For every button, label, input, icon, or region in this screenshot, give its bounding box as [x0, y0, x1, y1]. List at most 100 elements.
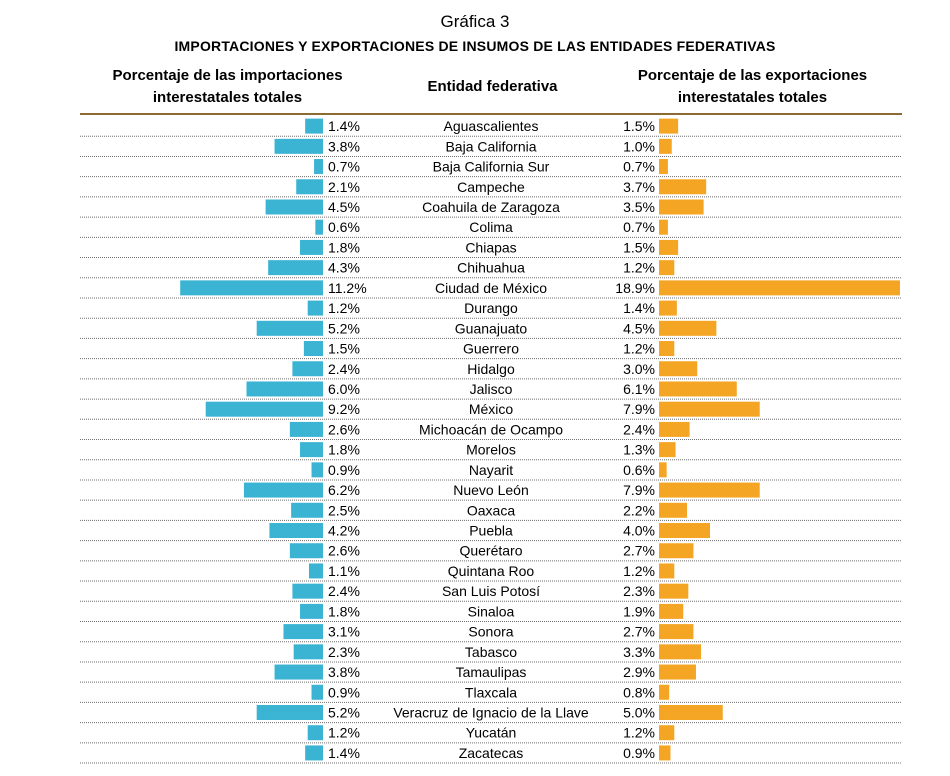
entity-name-label: Coahuila de Zaragoza	[422, 199, 560, 215]
export-value-label: 1.3%	[623, 442, 655, 458]
entity-name-label: Nuevo León	[453, 482, 529, 498]
import-value-label: 0.6%	[328, 219, 360, 235]
export-value-label: 2.3%	[623, 583, 655, 599]
import-bar	[307, 725, 323, 741]
export-bar	[659, 644, 702, 660]
import-bar	[305, 118, 323, 134]
import-bar	[291, 502, 323, 518]
import-value-label: 5.2%	[328, 320, 360, 336]
export-value-label: 0.8%	[623, 684, 655, 700]
import-value-label: 6.0%	[328, 381, 360, 397]
import-bar	[307, 300, 323, 316]
export-value-label: 4.5%	[623, 320, 655, 336]
export-value-label: 0.6%	[623, 462, 655, 478]
export-value-label: 0.7%	[623, 159, 655, 175]
export-value-label: 2.9%	[623, 664, 655, 680]
exports-column-header: Porcentaje de las exportaciones interest…	[637, 67, 868, 106]
import-value-label: 2.3%	[328, 644, 360, 660]
export-bar	[659, 745, 671, 761]
import-value-label: 9.2%	[328, 401, 360, 417]
entity-name-label: Colima	[469, 219, 513, 235]
import-value-label: 3.8%	[328, 664, 360, 680]
import-bar	[274, 138, 323, 154]
export-bar	[659, 401, 760, 417]
import-bar	[243, 482, 323, 498]
import-value-label: 2.1%	[328, 179, 360, 195]
import-bar	[289, 543, 323, 559]
export-value-label: 2.7%	[623, 543, 655, 559]
export-bar	[659, 725, 675, 741]
import-bar	[292, 361, 323, 377]
import-bar	[305, 745, 323, 761]
entity-name-label: Tamaulipas	[456, 664, 527, 680]
export-bar	[659, 280, 900, 296]
export-value-label: 3.5%	[623, 199, 655, 215]
entity-name-label: Zacatecas	[459, 745, 524, 761]
export-value-label: 1.2%	[623, 260, 655, 276]
import-bar	[311, 462, 323, 478]
export-value-label: 1.2%	[623, 341, 655, 357]
import-bar	[300, 603, 323, 619]
import-bar	[265, 199, 323, 215]
import-value-label: 1.5%	[328, 341, 360, 357]
chart-subtitle-text: Importaciones y exportaciones de insumos…	[174, 38, 776, 54]
export-bar	[659, 320, 717, 336]
entity-name-label: Veracruz de Ignacio de la Llave	[393, 704, 589, 720]
import-bar	[303, 341, 323, 357]
entity-name-label: San Luis Potosí	[442, 583, 540, 599]
chart-title: Gráfica 3	[440, 12, 510, 31]
import-value-label: 6.2%	[328, 482, 360, 498]
export-value-label: 1.5%	[623, 118, 655, 134]
import-bar	[296, 179, 323, 195]
import-value-label: 0.7%	[328, 159, 360, 175]
export-bar	[659, 603, 684, 619]
import-bar	[246, 381, 323, 397]
import-bar	[180, 280, 323, 296]
entity-name-label: Tabasco	[465, 644, 517, 660]
import-bar	[269, 523, 323, 539]
export-value-label: 2.4%	[623, 421, 655, 437]
export-bar	[659, 179, 707, 195]
import-value-label: 0.9%	[328, 462, 360, 478]
entity-name-label: Aguascalientes	[444, 118, 539, 134]
entity-name-label: Oaxaca	[467, 502, 515, 518]
entity-name-label: Yucatán	[466, 725, 517, 741]
entity-name-label: Baja California Sur	[433, 159, 550, 175]
export-bar	[659, 159, 668, 175]
export-bar	[659, 523, 710, 539]
export-value-label: 1.4%	[623, 300, 655, 316]
entity-name-label: Sinaloa	[468, 603, 515, 619]
export-bar	[659, 239, 679, 255]
export-bar	[659, 138, 672, 154]
export-bar	[659, 563, 675, 579]
import-bar	[289, 421, 323, 437]
export-bar	[659, 300, 677, 316]
chart-subtitle: Importaciones y exportaciones de insumos…	[0, 38, 950, 54]
import-value-label: 0.9%	[328, 684, 360, 700]
export-value-label: 2.2%	[623, 502, 655, 518]
entity-name-label: México	[469, 401, 514, 417]
import-bar	[300, 239, 323, 255]
entity-name-label: Guerrero	[463, 341, 519, 357]
export-value-label: 4.0%	[623, 523, 655, 539]
entity-name-label: Morelos	[466, 442, 516, 458]
export-value-label: 5.0%	[623, 704, 655, 720]
import-bar	[256, 704, 323, 720]
import-value-label: 5.2%	[328, 704, 360, 720]
export-value-label: 6.1%	[623, 381, 655, 397]
export-bar	[659, 118, 679, 134]
import-value-label: 4.3%	[328, 260, 360, 276]
entity-column-header: Entidad federativa	[427, 78, 558, 95]
entity-name-label: Sonora	[468, 624, 513, 640]
import-bar	[308, 563, 323, 579]
entity-name-label: Quintana Roo	[448, 563, 535, 579]
export-bar	[659, 381, 737, 397]
import-bar	[293, 644, 323, 660]
export-value-label: 3.0%	[623, 361, 655, 377]
entity-name-label: Tlaxcala	[465, 684, 517, 700]
export-bar	[659, 664, 696, 680]
export-value-label: 1.2%	[623, 563, 655, 579]
import-bar	[311, 684, 323, 700]
import-bar	[315, 219, 323, 235]
